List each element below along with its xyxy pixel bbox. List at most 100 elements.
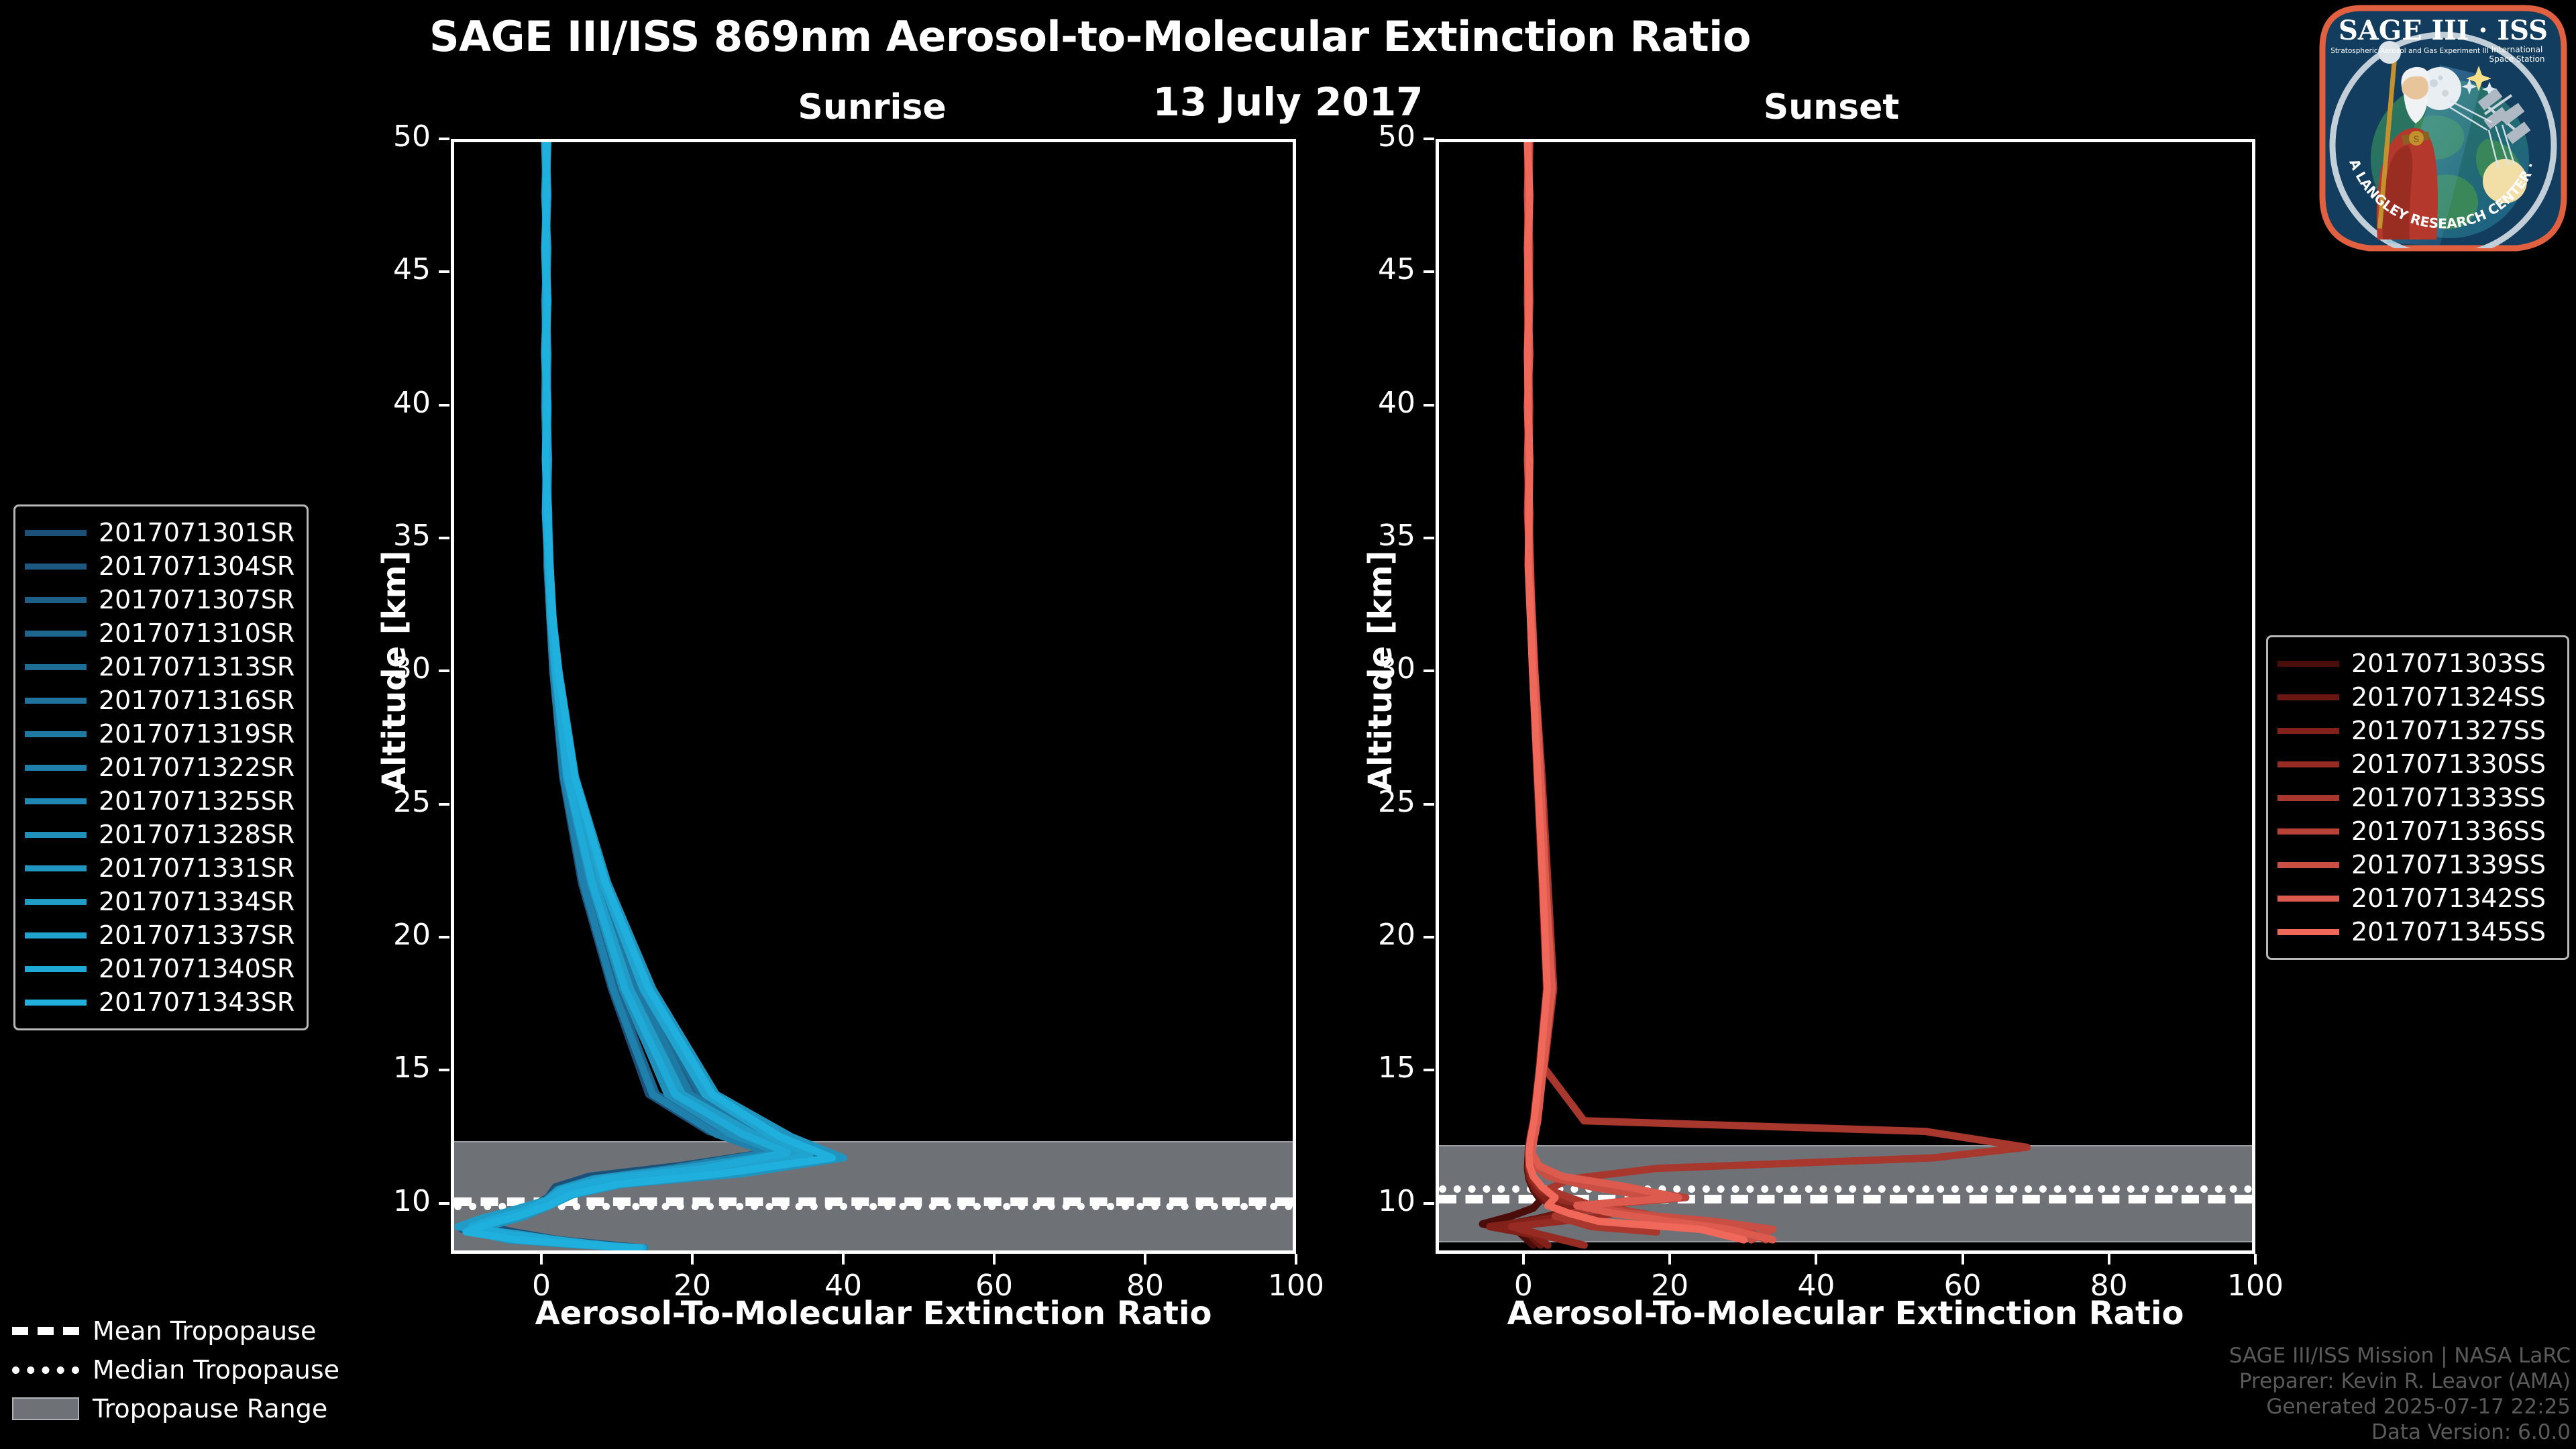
legend-item[interactable]: 2017071334SR [25,885,294,918]
x-axis-title-left: Aerosol-To-Molecular Extinction Ratio [535,1295,1212,1332]
legend-label: 2017071325SR [99,786,295,816]
y-axis-title-left: Altitude [km] [376,550,413,792]
x-axis-title-right: Aerosol-To-Molecular Extinction Ratio [1507,1295,2184,1332]
legend-item[interactable]: 2017071313SR [25,650,294,684]
y-tick-mark [1424,270,1434,274]
x-tick-label: 40 [1797,1269,1835,1303]
legend-color-swatch [25,697,87,704]
page-title: SAGE III/ISS 869nm Aerosol-to-Molecular … [429,12,1752,61]
y-tick-label: 20 [393,917,431,952]
legend-item[interactable]: 2017071330SS [2277,747,2555,781]
legend-label: 2017071304SR [99,551,295,581]
legend-color-swatch [25,663,87,670]
x-tick-mark [1668,1254,1672,1265]
series-line [468,142,792,1250]
legend-item[interactable]: 2017071343SR [25,985,294,1019]
y-tick-label: 50 [393,119,431,154]
legend-label: 2017071310SR [99,619,295,648]
legend-item[interactable]: 2017071345SS [2277,915,2555,949]
dotted-line-icon [12,1358,79,1381]
legend-item[interactable]: 2017071327SS [2277,714,2555,747]
sun [2483,159,2527,203]
y-tick-mark [439,802,449,806]
x-tick-mark [842,1254,845,1265]
legend-label: 2017071327SS [2351,716,2546,745]
legend-label: 2017071307SR [99,585,295,614]
y-tick-label: 45 [393,252,431,287]
legend-label: 2017071316SR [99,686,295,715]
sunset-plot-area [1436,139,2255,1254]
legend-item[interactable]: 2017071319SR [25,717,294,751]
legend-color-swatch [25,798,87,804]
x-tick-mark [993,1254,996,1265]
legend-label: Median Tropopause [93,1355,339,1385]
y-tick-mark [1424,802,1434,806]
x-tick-label: 80 [2090,1269,2128,1303]
legend-label: 2017071336SS [2351,816,2546,846]
series-line [1523,142,1777,1244]
panel-title-sunrise: Sunrise [798,87,947,127]
series-line [1523,142,2031,1236]
legend-color-swatch [25,731,87,737]
legend-item[interactable]: 2017071324SS [2277,680,2555,714]
panel-title-sunset: Sunset [1763,87,1900,127]
legend-label: 2017071301SR [99,518,295,547]
legend-item[interactable]: 2017071331SR [25,851,294,885]
y-tick-mark [1424,935,1434,938]
legend-item[interactable]: 2017071333SS [2277,781,2555,814]
legend-label: 2017071313SR [99,652,295,682]
y-tick-label: 50 [1378,119,1415,154]
y-tick-label: 10 [1378,1183,1415,1218]
legend-item[interactable]: 2017071339SS [2277,848,2555,881]
iss-solar-panels [2477,88,2531,144]
x-tick-label: 80 [1126,1269,1164,1303]
x-tick-label: 60 [975,1269,1013,1303]
legend-item[interactable]: 2017071325SR [25,784,294,818]
legend-item[interactable]: 2017071328SR [25,818,294,851]
staff [2377,51,2398,229]
x-tick-mark [1961,1254,1964,1265]
legend-item[interactable]: 2017071303SS [2277,647,2555,680]
legend-color-swatch [25,529,87,536]
legend-label: 2017071303SS [2351,649,2546,678]
legend-item[interactable]: 2017071316SR [25,684,294,717]
y-tick-label: 30 [1378,651,1415,686]
legend-sunrise[interactable]: 2017071301SR 2017071304SR 2017071307SR 2017… [13,504,309,1030]
legend-color-swatch [25,932,87,938]
legend-item-mean-tropopause: Mean Tropopause [12,1311,428,1350]
x-tick-label: 0 [1513,1269,1533,1303]
sunset-series-lines [1479,142,2031,1249]
legend-item[interactable]: 2017071342SS [2277,881,2555,915]
legend-tropopause[interactable]: Mean Tropopause Median Tropopause Tropop… [12,1311,428,1428]
y-tick-mark [1424,138,1434,140]
series-line [1523,142,1748,1244]
median-tropopause-line-left [454,1202,1293,1210]
legend-item[interactable]: 2017071337SR [25,918,294,952]
y-tick-label: 10 [393,1183,431,1218]
x-tick-label: 40 [824,1269,862,1303]
y-tick-mark [439,138,449,140]
y-tick-mark [1424,669,1434,673]
legend-sunset[interactable]: 2017071303SS 2017071324SS 2017071327SS 2017… [2266,635,2569,960]
legend-item-tropopause-range: Tropopause Range [12,1389,428,1428]
svg-text:S: S [2414,135,2420,145]
y-tick-label: 20 [1378,917,1415,952]
x-tick-label: 0 [532,1269,551,1303]
series-line [456,142,773,1250]
legend-color-swatch [2277,694,2339,700]
legend-color-swatch [2277,727,2339,734]
legend-item[interactable]: 2017071336SS [2277,814,2555,848]
legend-item[interactable]: 2017071322SR [25,751,294,784]
series-line [462,142,818,1250]
legend-item[interactable]: 2017071310SR [25,616,294,650]
legend-color-swatch [25,596,87,603]
legend-item[interactable]: 2017071304SR [25,549,294,583]
legend-item[interactable]: 2017071301SR [25,516,294,549]
legend-color-swatch [25,764,87,771]
series-line [1523,142,1770,1244]
series-line [476,142,802,1250]
legend-color-swatch [25,965,87,972]
legend-item[interactable]: 2017071340SR [25,952,294,985]
x-tick-mark [2254,1254,2257,1265]
legend-item[interactable]: 2017071307SR [25,583,294,616]
